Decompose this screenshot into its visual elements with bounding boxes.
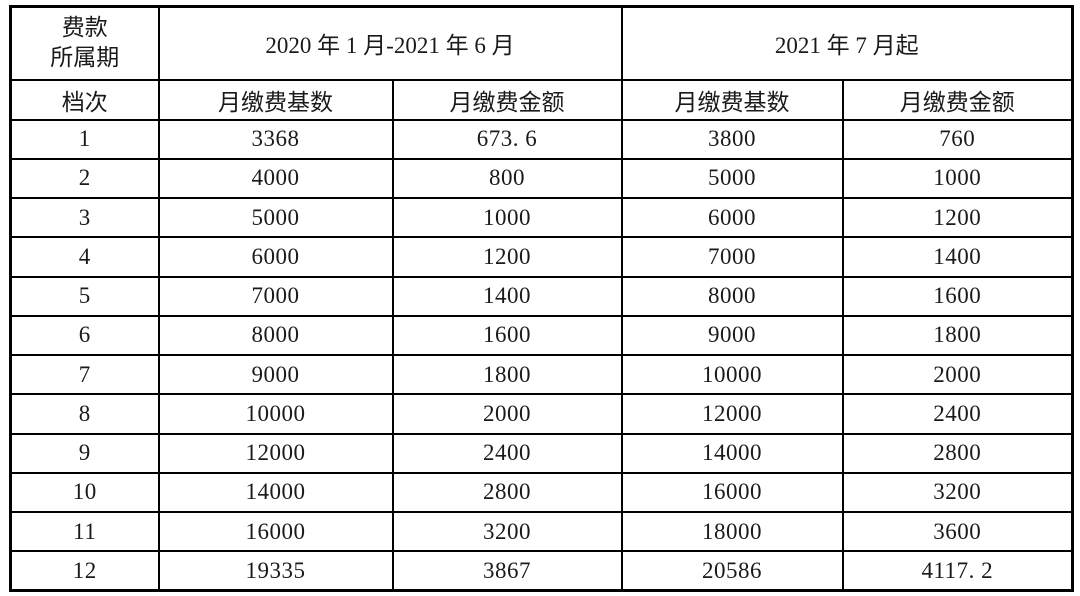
corner-header-cell: 费款 所属期	[9, 5, 160, 81]
tier-cell: 2	[9, 157, 160, 200]
value-cell: 14000	[157, 471, 394, 514]
value-cell: 2000	[391, 393, 623, 435]
table-row: 3 5000 1000 6000 1200	[9, 196, 1074, 239]
subheader-row: 档次 月缴费基数 月缴费金额 月缴费基数 月缴费金额	[9, 78, 1074, 121]
value-cell: 760	[841, 118, 1074, 160]
value-cell: 1400	[841, 236, 1074, 278]
value-cell: 10000	[620, 353, 844, 396]
value-cell: 7000	[620, 236, 844, 278]
value-cell: 14000	[620, 432, 844, 474]
value-cell: 5000	[620, 157, 844, 200]
value-cell: 9000	[620, 314, 844, 357]
table-row: 8 10000 2000 12000 2400	[9, 393, 1074, 435]
value-cell: 2800	[841, 432, 1074, 474]
tier-cell: 11	[9, 510, 160, 553]
value-cell: 1400	[391, 275, 623, 317]
value-cell: 1800	[841, 314, 1074, 357]
value-cell: 18000	[620, 510, 844, 553]
tier-cell: 3	[9, 196, 160, 239]
value-cell: 1200	[391, 236, 623, 278]
value-cell: 5000	[157, 196, 394, 239]
tier-cell: 9	[9, 432, 160, 474]
table-row: 4 6000 1200 7000 1400	[9, 236, 1074, 278]
value-cell: 7000	[157, 275, 394, 317]
table-row: 7 9000 1800 10000 2000	[9, 353, 1074, 396]
tier-header-cell: 档次	[9, 78, 160, 121]
table-row: 11 16000 3200 18000 3600	[9, 510, 1074, 553]
table-row: 2 4000 800 5000 1000	[9, 157, 1074, 200]
value-cell: 6000	[157, 236, 394, 278]
value-cell: 1200	[841, 196, 1074, 239]
tier-cell: 6	[9, 314, 160, 357]
base-header-cell-2: 月缴费基数	[620, 78, 844, 121]
value-cell: 9000	[157, 353, 394, 396]
tier-cell: 4	[9, 236, 160, 278]
value-cell: 800	[391, 157, 623, 200]
value-cell: 6000	[620, 196, 844, 239]
value-cell: 3200	[841, 471, 1074, 514]
table-row: 1 3368 673. 6 3800 760	[9, 118, 1074, 160]
value-cell: 3600	[841, 510, 1074, 553]
tier-cell: 10	[9, 471, 160, 514]
value-cell: 1000	[841, 157, 1074, 200]
tier-cell: 1	[9, 118, 160, 160]
corner-header-line2: 所属期	[50, 45, 120, 71]
tier-cell: 8	[9, 393, 160, 435]
value-cell: 19335	[157, 550, 394, 592]
value-cell: 3867	[391, 550, 623, 592]
amount-header-cell-1: 月缴费金额	[391, 78, 623, 121]
period-header-2021: 2021 年 7 月起	[620, 5, 1074, 81]
table-row: 10 14000 2800 16000 3200	[9, 471, 1074, 514]
value-cell: 2800	[391, 471, 623, 514]
table-body: 1 3368 673. 6 3800 760 2 4000 800 5000 1000 3 5000 1…	[9, 118, 1074, 592]
table-row: 5 7000 1400 8000 1600	[9, 275, 1074, 317]
base-header-cell-1: 月缴费基数	[157, 78, 394, 121]
payment-tier-table: 费款 所属期 2020 年 1 月-2021 年 6 月 2021 年 7 月起…	[9, 5, 1075, 592]
value-cell: 3200	[391, 510, 623, 553]
table-row: 9 12000 2400 14000 2800	[9, 432, 1074, 474]
value-cell: 10000	[157, 393, 394, 435]
value-cell: 8000	[620, 275, 844, 317]
value-cell: 20586	[620, 550, 844, 592]
table-row: 6 8000 1600 9000 1800	[9, 314, 1074, 357]
period-header-2020: 2020 年 1 月-2021 年 6 月	[157, 5, 623, 81]
value-cell: 8000	[157, 314, 394, 357]
tier-cell: 12	[9, 550, 160, 592]
value-cell: 3368	[157, 118, 394, 160]
value-cell: 1600	[841, 275, 1074, 317]
value-cell: 1600	[391, 314, 623, 357]
value-cell: 673. 6	[391, 118, 623, 160]
value-cell: 1000	[391, 196, 623, 239]
value-cell: 2400	[391, 432, 623, 474]
value-cell: 4000	[157, 157, 394, 200]
value-cell: 12000	[157, 432, 394, 474]
value-cell: 12000	[620, 393, 844, 435]
value-cell: 4117. 2	[841, 550, 1074, 592]
value-cell: 1800	[391, 353, 623, 396]
value-cell: 2000	[841, 353, 1074, 396]
period-header-row: 费款 所属期 2020 年 1 月-2021 年 6 月 2021 年 7 月起	[9, 5, 1074, 81]
value-cell: 2400	[841, 393, 1074, 435]
value-cell: 16000	[620, 471, 844, 514]
tier-cell: 7	[9, 353, 160, 396]
value-cell: 16000	[157, 510, 394, 553]
amount-header-cell-2: 月缴费金额	[841, 78, 1074, 121]
corner-header-line1: 费款	[61, 14, 108, 40]
tier-cell: 5	[9, 275, 160, 317]
value-cell: 3800	[620, 118, 844, 160]
table-row: 12 19335 3867 20586 4117. 2	[9, 550, 1074, 592]
